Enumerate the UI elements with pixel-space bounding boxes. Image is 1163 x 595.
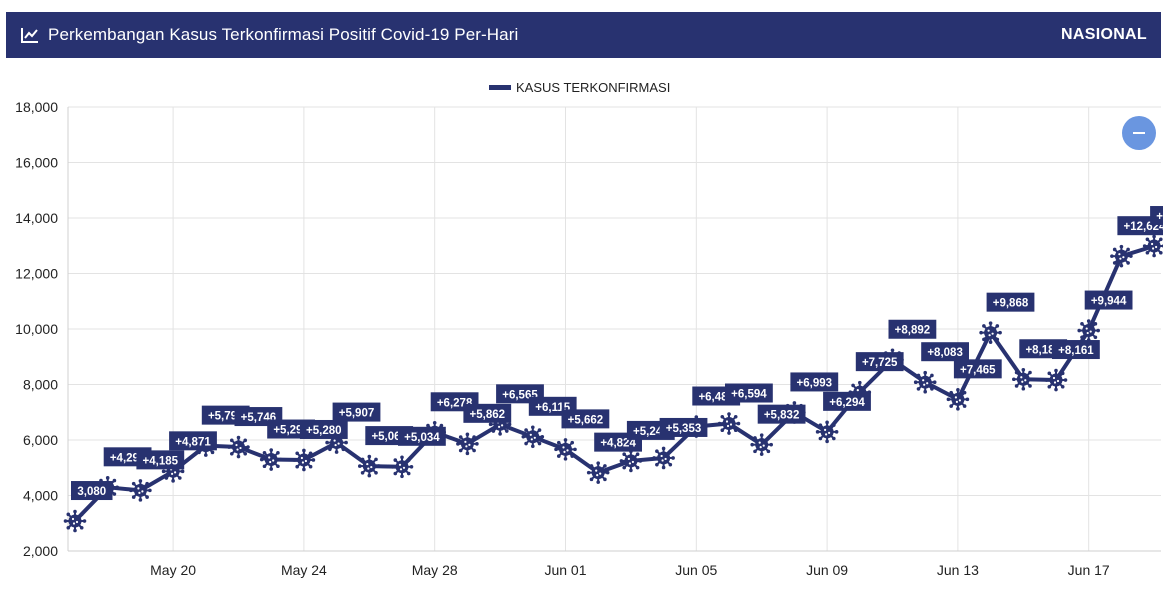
series-line — [73, 244, 1155, 523]
data-label: +6,594 — [731, 389, 767, 401]
data-label: +9,944 — [1091, 296, 1127, 308]
data-label: +5,832 — [764, 410, 800, 422]
y-tick-label: 12,000 — [15, 266, 58, 282]
data-label: +4,824 — [600, 438, 636, 450]
x-tick-label: Jun 13 — [937, 562, 979, 578]
legend-label: KASUS TERKONFIRMASI — [516, 80, 670, 95]
data-label: +5,034 — [404, 432, 440, 444]
virus-marker[interactable] — [815, 420, 839, 444]
data-label-box — [1052, 340, 1100, 360]
title-wrap: Perkembangan Kasus Terkonfirmasi Positif… — [20, 25, 1061, 45]
virus-marker[interactable] — [521, 425, 545, 449]
data-label-box — [71, 481, 113, 501]
y-tick-label: 10,000 — [15, 321, 58, 337]
data-label-box — [169, 431, 217, 451]
data-label-box — [136, 450, 185, 470]
data-label-box — [332, 402, 381, 422]
y-tick-label: 8,000 — [23, 377, 58, 393]
data-label-box — [659, 417, 708, 437]
y-tick-label: 18,000 — [15, 99, 58, 115]
data-label-box — [855, 352, 904, 372]
data-label-box — [986, 292, 1035, 312]
chart-title: Perkembangan Kasus Terkonfirmasi Positif… — [48, 25, 519, 44]
data-label: +5,907 — [339, 408, 375, 420]
data-label: +4,871 — [175, 436, 211, 448]
x-tick-label: May 28 — [412, 562, 458, 578]
minus-icon — [1133, 132, 1145, 134]
data-label: +5,662 — [568, 414, 604, 426]
data-label: +7,725 — [862, 357, 898, 369]
virus-marker[interactable] — [979, 321, 1002, 344]
y-tick-label: 6,000 — [23, 432, 58, 448]
virus-marker[interactable] — [1012, 367, 1035, 391]
virus-marker[interactable] — [1110, 244, 1133, 268]
data-label: +8,161 — [1058, 345, 1094, 357]
virus-marker[interactable] — [619, 449, 643, 473]
data-label: +12,990 — [1156, 211, 1163, 223]
virus-marker[interactable] — [946, 388, 970, 411]
data-label-box — [561, 409, 610, 429]
scope-label[interactable]: NASIONAL — [1061, 26, 1147, 43]
legend-swatch[interactable] — [489, 85, 511, 90]
virus-marker[interactable] — [717, 412, 741, 435]
virus-marker[interactable] — [913, 370, 937, 394]
data-label-box — [463, 403, 512, 423]
x-tick-label: Jun 01 — [544, 562, 586, 578]
data-label: +8,083 — [927, 347, 963, 359]
virus-marker[interactable] — [586, 461, 610, 484]
virus-marker[interactable] — [358, 454, 381, 478]
virus-marker[interactable] — [63, 509, 87, 533]
data-label-box — [398, 426, 446, 446]
y-tick-label: 2,000 — [23, 543, 58, 559]
data-label-box — [888, 319, 937, 339]
virus-marker[interactable] — [1044, 368, 1068, 392]
data-label-box — [823, 391, 871, 411]
data-label: +4,185 — [143, 455, 179, 467]
data-label-box — [953, 359, 1002, 379]
virus-marker[interactable] — [554, 438, 577, 461]
data-label-box — [1150, 206, 1163, 226]
y-tick-label: 16,000 — [15, 155, 58, 171]
data-label: +5,280 — [306, 425, 342, 437]
virus-marker[interactable] — [129, 479, 152, 502]
data-label-box — [790, 372, 839, 392]
data-label: +6,294 — [829, 397, 865, 409]
virus-marker[interactable] — [259, 448, 283, 471]
x-tick-label: Jun 09 — [806, 562, 848, 578]
zoom-out-button[interactable] — [1122, 116, 1156, 150]
x-tick-label: Jun 17 — [1068, 562, 1110, 578]
y-tick-label: 4,000 — [23, 488, 58, 504]
chart-header: Perkembangan Kasus Terkonfirmasi Positif… — [6, 12, 1161, 58]
data-label-box — [921, 342, 969, 362]
data-label: 3,080 — [77, 486, 106, 498]
line-chart-icon — [21, 28, 38, 43]
data-label-box — [299, 419, 348, 439]
y-tick-label: 14,000 — [15, 210, 58, 226]
data-label-box — [1084, 290, 1133, 310]
x-tick-label: May 20 — [150, 562, 196, 578]
virus-marker[interactable] — [292, 448, 316, 472]
data-label: +5,353 — [666, 423, 702, 435]
data-label: +9,868 — [993, 298, 1029, 310]
virus-marker[interactable] — [1142, 234, 1163, 258]
data-label: +5,862 — [470, 409, 506, 421]
virus-marker[interactable] — [1077, 319, 1100, 342]
x-tick-label: Jun 05 — [675, 562, 717, 578]
data-label: +6,993 — [797, 377, 833, 389]
data-label: +8,892 — [895, 325, 931, 337]
virus-marker[interactable] — [750, 433, 773, 456]
virus-marker[interactable] — [390, 455, 414, 479]
data-label-box — [757, 404, 806, 424]
cases-line-chart: 2,000 4,000 6,000 8,000 10,000 12,000 14,000 16… — [15, 80, 1163, 578]
virus-marker[interactable] — [456, 432, 479, 456]
data-label-box — [725, 383, 773, 403]
virus-marker[interactable] — [652, 446, 675, 470]
x-tick-label: May 24 — [281, 562, 327, 578]
data-label: +7,465 — [960, 364, 996, 376]
virus-marker[interactable] — [227, 435, 250, 459]
